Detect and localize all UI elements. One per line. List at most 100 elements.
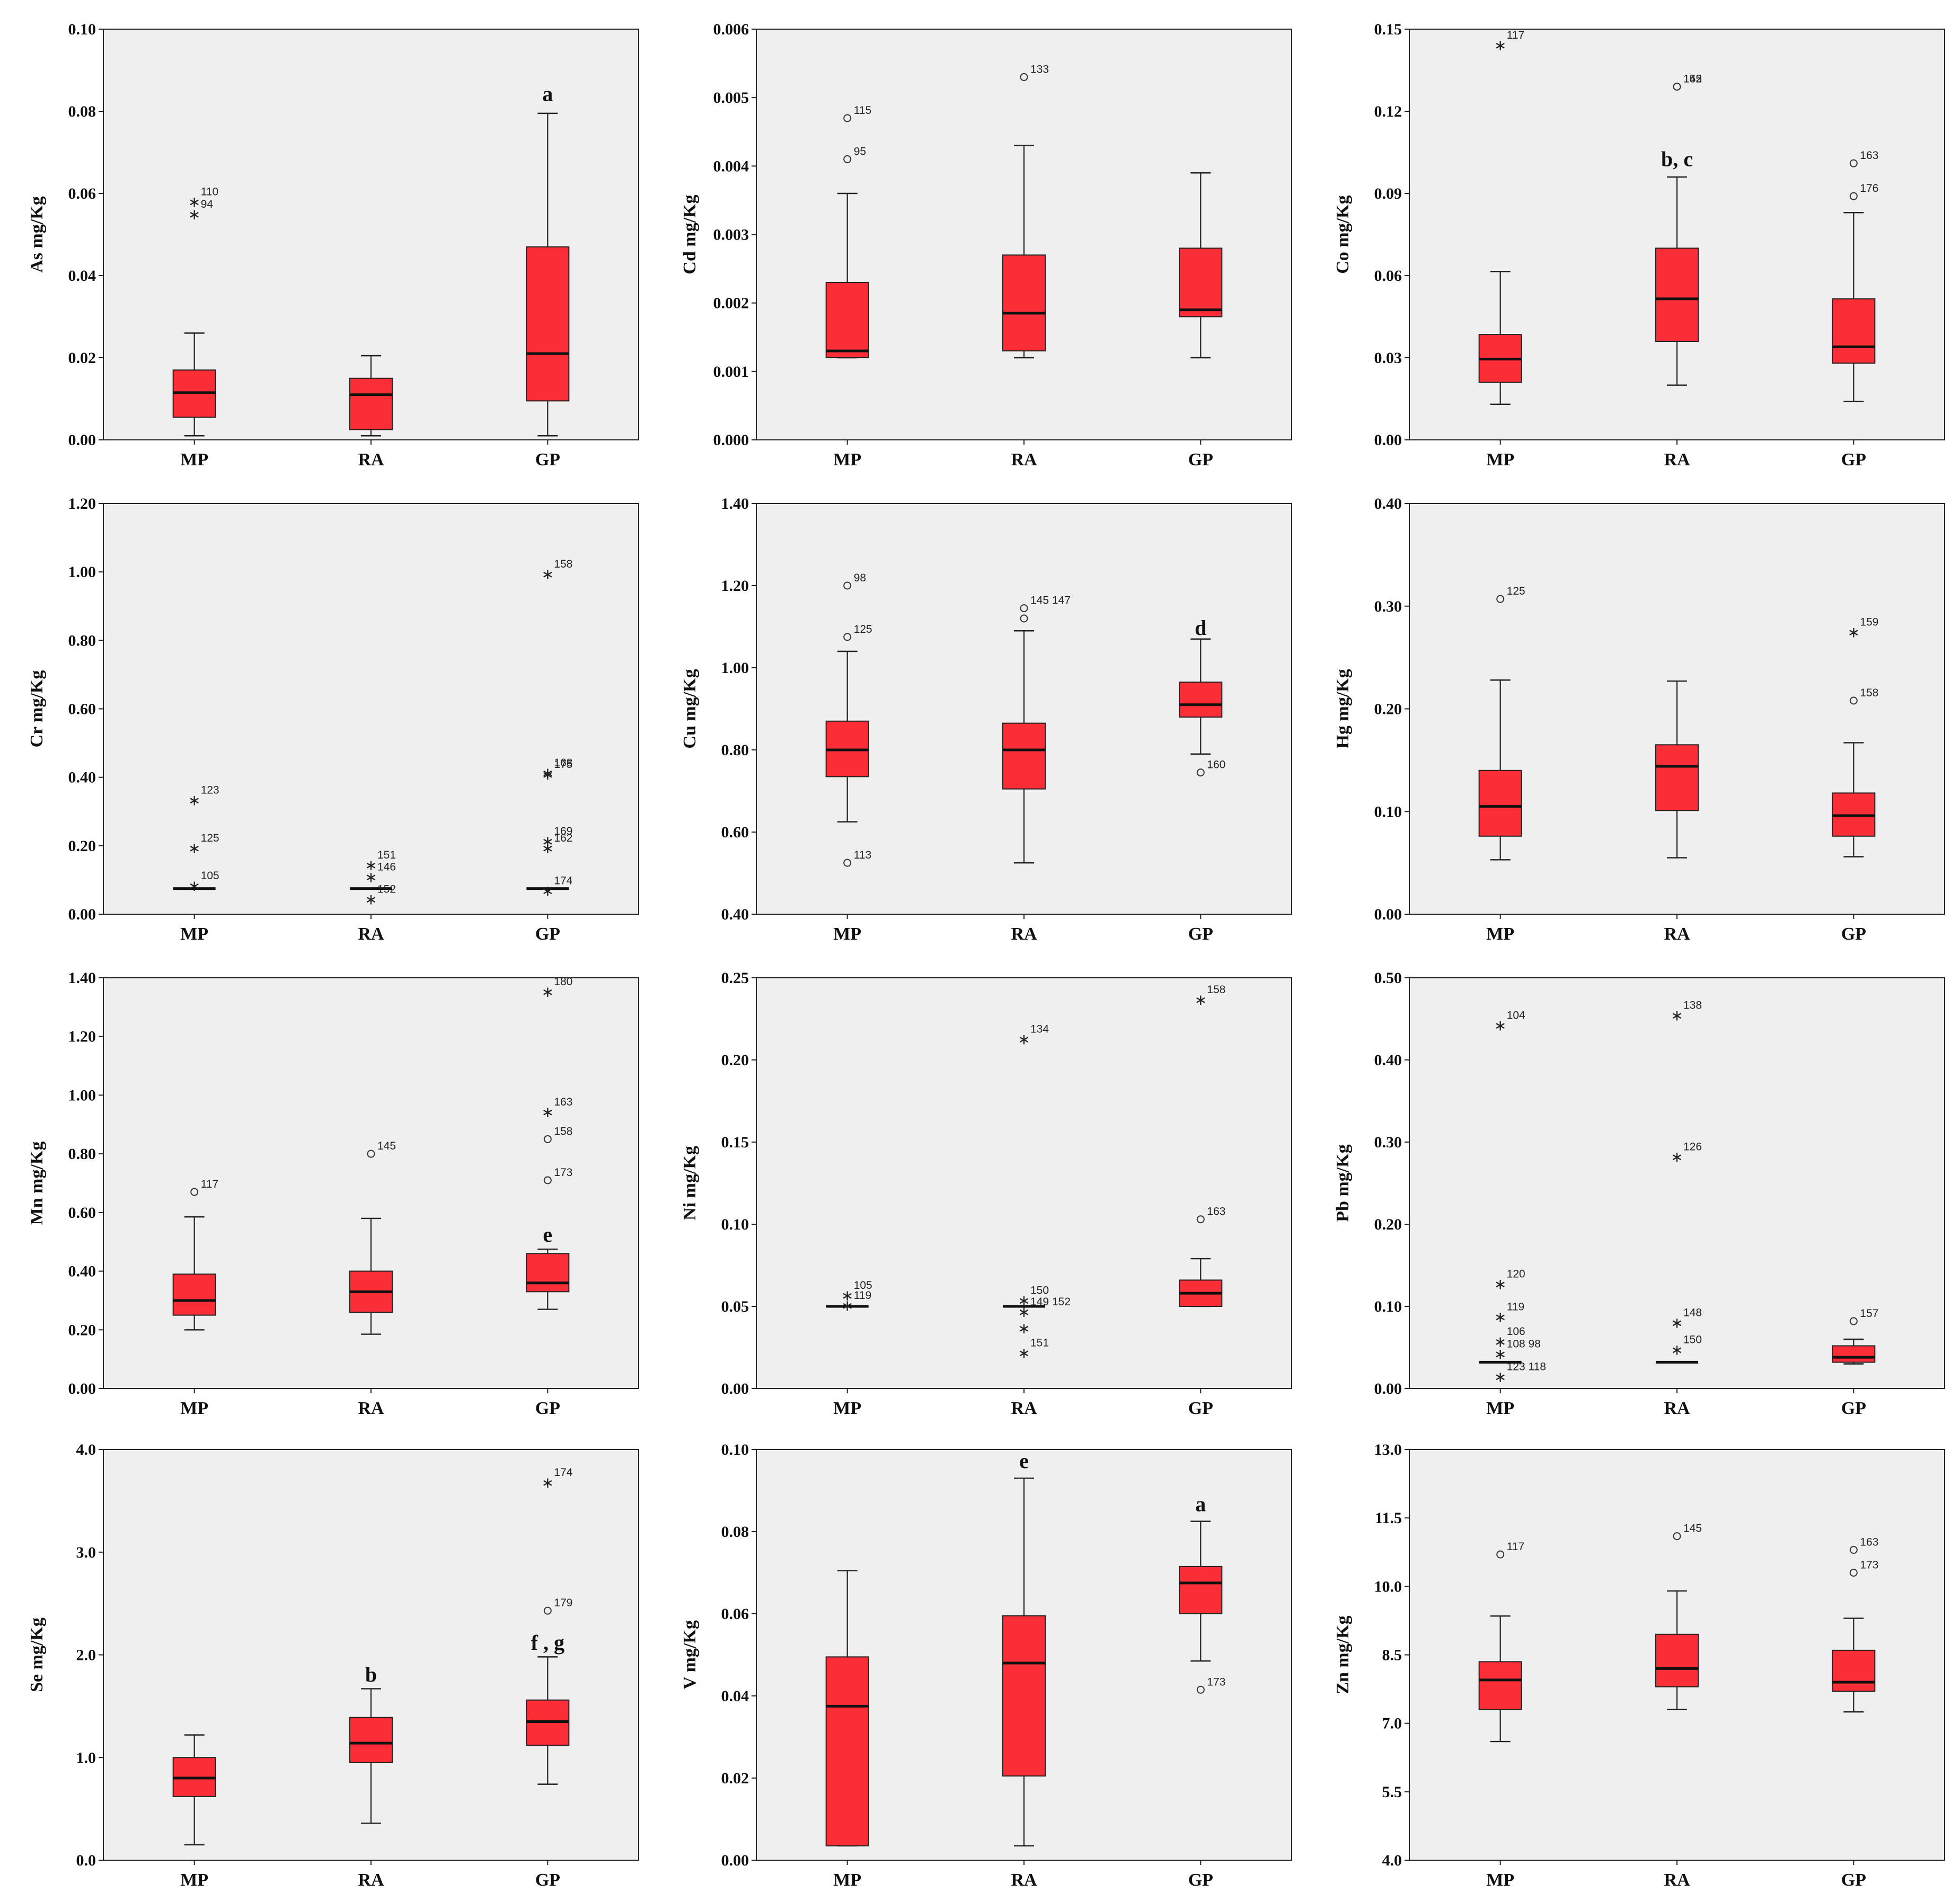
box-iqr — [1832, 1649, 1876, 1692]
y-tick-label: 0.15 — [1374, 21, 1402, 38]
y-tick-label: 0.002 — [713, 295, 749, 312]
significance-letter: a — [542, 82, 553, 106]
y-tick-label: 0.10 — [1374, 803, 1402, 820]
x-category-label: RA — [1664, 450, 1690, 470]
box-iqr — [1179, 1566, 1223, 1614]
x-category-label: MP — [180, 924, 208, 944]
outlier-star: ∗ — [542, 1103, 554, 1121]
outlier-label: 163 — [554, 1096, 572, 1108]
outlier-label: 162 — [554, 832, 572, 844]
outlier-star: ∗ — [1018, 1031, 1030, 1048]
outlier-star: ∗ — [1671, 1148, 1683, 1165]
significance-letter: b — [365, 1663, 377, 1686]
y-tick-label: 0.00 — [1374, 1380, 1402, 1398]
boxplot-svg: 0.000 0.001 0.002 0.003 0.004 0.005 0.006 Cd mg… — [680, 21, 1292, 470]
x-category-label: MP — [833, 1870, 861, 1890]
y-tick-label: 0.00 — [721, 1380, 749, 1398]
outlier-star: ∗ — [542, 766, 554, 783]
y-tick-label: 0.06 — [1374, 267, 1402, 285]
outlier-label: 160 — [1207, 759, 1225, 771]
box-group — [1832, 211, 1876, 402]
outlier-circle — [1196, 1685, 1205, 1694]
x-category-label: RA — [358, 924, 384, 944]
box-group — [349, 355, 393, 437]
box-iqr — [825, 281, 869, 359]
y-tick-label: 0.30 — [1374, 1134, 1402, 1151]
outlier-label: 173 — [554, 1166, 572, 1179]
boxplot-svg: 0.00 0.02 0.04 0.06 0.08 0.10 As mg/Kg MP RA GP ∗1… — [27, 21, 639, 470]
outlier-label: 168 — [554, 757, 572, 769]
y-axis-label: Mn mg/Kg — [27, 1142, 47, 1225]
outlier-label: 108 98 — [1507, 1338, 1541, 1350]
outlier-label: 145 147 — [1030, 595, 1071, 607]
y-axis-label: Pb mg/Kg — [1333, 1144, 1353, 1222]
outlier-label: 126 — [1683, 1140, 1702, 1153]
y-tick-label: 0.20 — [721, 1051, 749, 1069]
outlier-circle — [1673, 1532, 1681, 1541]
y-tick-label: 0.001 — [713, 363, 749, 381]
y-axis-label: Cu mg/Kg — [680, 669, 700, 748]
y-tick-label: 1.20 — [68, 1028, 96, 1046]
outlier-label: 120 — [1507, 1268, 1525, 1280]
outlier-label: 152 — [1683, 73, 1702, 85]
outlier-star: ∗ — [1018, 1292, 1030, 1310]
outlier-label: 150 — [1683, 1334, 1702, 1346]
outlier-label: 169 — [554, 825, 572, 837]
box-iqr — [825, 1656, 869, 1846]
outlier-star: ∗ — [542, 764, 554, 782]
y-axis-label: Co mg/Kg — [1333, 195, 1353, 273]
outlier-label: 98 — [854, 572, 866, 584]
y-tick-label: 0.06 — [721, 1605, 749, 1623]
y-tick-label: 0.00 — [1374, 906, 1402, 923]
outlier-circle — [1496, 1550, 1505, 1559]
y-tick-label: 0.004 — [713, 157, 749, 175]
outlier-star: ∗ — [365, 869, 377, 886]
box-group — [1655, 1590, 1699, 1711]
x-category-label: GP — [1841, 1870, 1866, 1890]
outlier-label: 125 — [1507, 585, 1525, 597]
boxplot-svg: 4.0 5.5 7.0 8.5 10.0 11.5 13.0 Zn mg/Kg MP RA GP 11… — [1333, 1441, 1945, 1890]
box-group — [172, 1216, 216, 1331]
outlier-star: ∗ — [542, 882, 554, 900]
outlier-circle — [1849, 192, 1858, 200]
outlier-circle — [1020, 614, 1028, 623]
x-category-label: GP — [535, 1870, 560, 1890]
y-tick-label: 1.00 — [721, 659, 749, 677]
x-category-label: GP — [1841, 1399, 1866, 1418]
y-tick-label: 0.40 — [1374, 1051, 1402, 1069]
y-tick-label: 0.00 — [1374, 431, 1402, 449]
y-tick-label: 0.10 — [1374, 1298, 1402, 1315]
y-tick-label: 0.00 — [68, 906, 96, 923]
outlier-label: 119 — [1507, 1301, 1524, 1313]
outlier-star: ∗ — [1671, 1314, 1683, 1331]
y-tick-label: 0.02 — [721, 1770, 749, 1787]
outlier-star: ∗ — [365, 891, 377, 908]
box-group — [825, 192, 869, 359]
outlier-label: 125 — [201, 832, 219, 844]
outlier-label: 117 — [1507, 29, 1524, 41]
y-tick-label: 0.20 — [68, 1321, 96, 1339]
outlier-star: ∗ — [1848, 623, 1860, 641]
outlier-circle — [1849, 1545, 1858, 1554]
x-category-label: GP — [1188, 924, 1213, 944]
outlier-label: 179 — [554, 1597, 572, 1609]
outlier-circle — [1020, 73, 1028, 81]
significance-letter: f , g — [531, 1631, 564, 1655]
x-category-label: MP — [833, 924, 861, 944]
box-group — [1179, 1258, 1223, 1307]
outlier-circle — [543, 1176, 552, 1184]
y-tick-label: 0.000 — [713, 431, 749, 449]
boxplot-panel: 0.40 0.60 0.80 1.00 1.20 1.40 Cu mg/Kg MP RA GP 98… — [658, 474, 1311, 946]
outlier-label: 95 — [854, 145, 866, 157]
y-tick-label: 1.40 — [68, 969, 96, 987]
y-tick-label: 3.0 — [76, 1544, 96, 1561]
outlier-label: 145 — [1683, 1523, 1702, 1535]
box-group — [1478, 271, 1522, 405]
y-tick-label: 0.0 — [76, 1852, 96, 1869]
x-category-label: MP — [1486, 1870, 1514, 1890]
box-group — [1655, 680, 1699, 859]
y-tick-label: 0.08 — [721, 1523, 749, 1541]
outlier-label: 175 — [554, 758, 572, 771]
